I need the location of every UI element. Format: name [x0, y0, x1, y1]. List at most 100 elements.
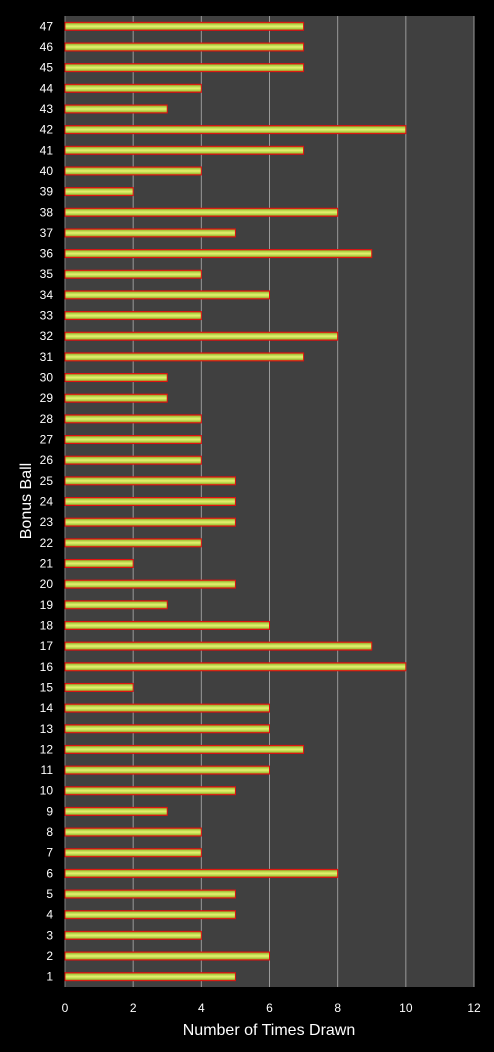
bar-40 [64, 166, 202, 176]
bar-34 [64, 290, 270, 300]
bar-4 [64, 910, 236, 920]
y-tick-label: 47 [40, 19, 54, 33]
y-tick-label: 37 [40, 226, 54, 240]
y-tick-label: 15 [40, 680, 54, 694]
bar-16 [64, 662, 407, 672]
bar-18 [64, 620, 270, 630]
bar-19 [64, 600, 168, 610]
y-tick-label: 42 [40, 123, 54, 137]
y-tick-label: 6 [46, 866, 53, 880]
y-tick-label: 32 [40, 329, 54, 343]
y-tick-label: 17 [40, 639, 54, 653]
y-tick-label: 22 [40, 536, 54, 550]
bar-36 [64, 249, 373, 259]
bar-5 [64, 889, 236, 899]
y-tick-label: 1 [46, 970, 53, 984]
bar-17 [64, 641, 373, 651]
bar-39 [64, 187, 134, 197]
y-tick-label: 8 [46, 825, 53, 839]
x-tick-label: 8 [334, 1001, 341, 1015]
bar-1 [64, 972, 236, 982]
bar-43 [64, 104, 168, 114]
bar-21 [64, 558, 134, 568]
bar-42 [64, 125, 407, 135]
y-tick-label: 38 [40, 205, 54, 219]
y-tick-label: 5 [46, 887, 53, 901]
y-tick-label: 46 [40, 40, 54, 54]
bar-29 [64, 393, 168, 403]
x-tick-label: 4 [198, 1001, 205, 1015]
y-tick-label: 20 [40, 577, 54, 591]
y-tick-labels: 1234567891011121314151617181920212223242… [40, 19, 54, 983]
bar-38 [64, 207, 339, 217]
bar-47 [64, 21, 305, 31]
y-tick-label: 39 [40, 185, 54, 199]
x-tick-label: 0 [62, 1001, 69, 1015]
bar-8 [64, 827, 202, 837]
bar-11 [64, 765, 270, 775]
bar-14 [64, 703, 270, 713]
y-tick-label: 13 [40, 722, 54, 736]
y-tick-label: 36 [40, 247, 54, 261]
y-tick-label: 4 [46, 908, 53, 922]
y-tick-label: 16 [40, 660, 54, 674]
y-tick-label: 21 [40, 556, 54, 570]
bar-24 [64, 497, 236, 506]
y-tick-label: 7 [46, 846, 53, 860]
x-tick-label: 10 [399, 1001, 413, 1015]
bar-6 [64, 868, 339, 878]
bar-45 [64, 63, 305, 73]
y-tick-label: 23 [40, 515, 54, 529]
bar-7 [64, 848, 202, 858]
y-tick-label: 26 [40, 453, 54, 467]
y-tick-label: 44 [40, 81, 54, 95]
bar-12 [64, 744, 305, 754]
y-tick-label: 43 [40, 102, 54, 116]
bar-3 [64, 930, 202, 940]
bar-35 [64, 269, 202, 279]
x-tick-label: 12 [467, 1001, 481, 1015]
y-tick-label: 31 [40, 350, 54, 364]
y-tick-label: 3 [46, 928, 53, 942]
bar-22 [64, 538, 202, 548]
bar-37 [64, 228, 236, 238]
bar-13 [64, 724, 270, 734]
bar-20 [64, 579, 236, 589]
y-tick-label: 34 [40, 288, 54, 302]
bar-10 [64, 786, 236, 796]
bar-15 [64, 682, 134, 692]
bar-9 [64, 806, 168, 816]
bar-25 [64, 476, 236, 486]
y-tick-label: 35 [40, 267, 54, 281]
y-tick-label: 40 [40, 164, 54, 178]
bar-33 [64, 311, 202, 321]
y-tick-label: 11 [41, 763, 54, 777]
y-tick-label: 9 [46, 804, 53, 818]
y-tick-label: 12 [40, 742, 54, 756]
x-tick-label: 6 [266, 1001, 273, 1015]
y-tick-label: 14 [40, 701, 54, 715]
bar-2 [64, 951, 270, 961]
y-tick-label: 18 [40, 618, 54, 632]
y-tick-label: 33 [40, 309, 54, 323]
y-axis-title: Bonus Ball [18, 463, 35, 540]
x-tick-label: 2 [130, 1001, 137, 1015]
x-tick-labels: 0 2 4 6 8 10 12 [62, 1001, 481, 1015]
y-tick-label: 28 [40, 412, 54, 426]
y-tick-label: 25 [40, 474, 54, 488]
bar-23 [64, 517, 236, 527]
bar-27 [64, 435, 202, 445]
y-tick-label: 10 [40, 784, 54, 798]
bar-28 [64, 414, 202, 424]
bar-30 [64, 373, 168, 383]
y-tick-label: 29 [40, 391, 54, 405]
y-tick-label: 19 [40, 598, 54, 612]
bar-46 [64, 42, 305, 52]
bar-31 [64, 352, 305, 362]
bar-41 [64, 145, 305, 155]
y-tick-label: 30 [40, 371, 54, 385]
y-tick-label: 27 [40, 433, 54, 447]
y-tick-label: 45 [40, 61, 54, 75]
bar-26 [64, 455, 202, 465]
